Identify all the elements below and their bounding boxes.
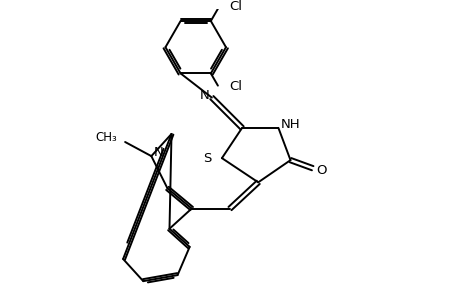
Text: O: O: [316, 164, 326, 177]
Text: N: N: [199, 89, 209, 102]
Text: Cl: Cl: [229, 80, 242, 93]
Text: N: N: [153, 146, 163, 159]
Text: NH: NH: [280, 118, 300, 131]
Text: CH₃: CH₃: [95, 131, 117, 145]
Text: S: S: [203, 152, 212, 165]
Text: Cl: Cl: [229, 0, 242, 13]
